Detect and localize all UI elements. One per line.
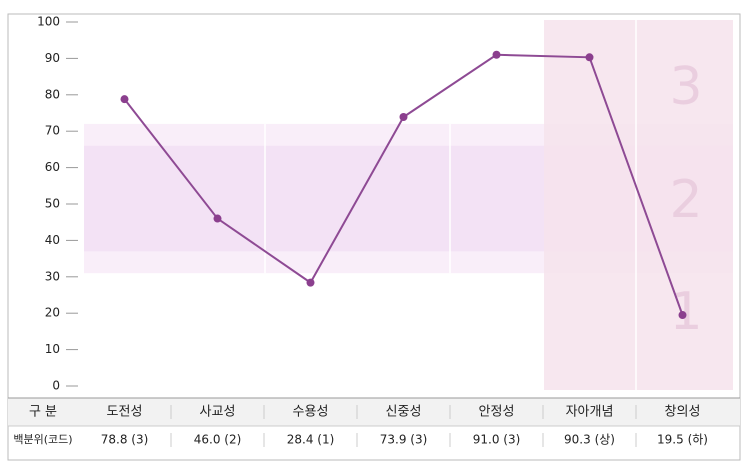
x-tick-label: 도전성	[107, 405, 143, 420]
value-label: 78.8 (3)	[101, 433, 149, 447]
zone-label: 2	[669, 170, 702, 230]
point	[120, 95, 129, 104]
point	[678, 311, 687, 320]
y-tick-label: 50	[45, 197, 60, 211]
zone-label: 3	[669, 57, 702, 117]
value-label: 46.0 (2)	[194, 433, 242, 447]
value-label: 19.5 (하)	[657, 433, 708, 447]
table-row-label: 백분위(코드)	[13, 433, 72, 446]
point	[399, 113, 408, 122]
point	[213, 214, 222, 223]
y-tick-label: 0	[52, 379, 60, 393]
x-tick-label: 창의성	[665, 405, 701, 420]
x-tick-label: 사교성	[200, 405, 236, 420]
table-header-bg	[8, 398, 740, 426]
point	[306, 278, 315, 287]
y-tick-label: 40	[45, 233, 60, 247]
y-tick-label: 20	[45, 306, 60, 320]
table-header: 구 분	[29, 405, 57, 420]
x-tick-label: 자아개념	[566, 405, 614, 420]
value-label: 91.0 (3)	[473, 433, 521, 447]
x-tick-label: 신중성	[386, 405, 422, 420]
y-tick-label: 60	[45, 160, 60, 174]
y-tick-label: 70	[45, 124, 60, 138]
y-tick-label: 10	[45, 342, 60, 356]
y-tick-label: 100	[37, 15, 60, 29]
x-tick-label: 안정성	[479, 405, 515, 420]
y-tick-label: 80	[45, 87, 60, 101]
y-tick-label: 90	[45, 51, 60, 65]
value-label: 28.4 (1)	[287, 433, 335, 447]
highlight-region	[544, 20, 733, 390]
point	[585, 53, 594, 62]
point	[492, 50, 501, 59]
value-label: 73.9 (3)	[380, 433, 428, 447]
y-tick-label: 30	[45, 269, 60, 283]
value-label: 90.3 (상)	[564, 433, 615, 447]
x-tick-label: 수용성	[293, 405, 329, 420]
